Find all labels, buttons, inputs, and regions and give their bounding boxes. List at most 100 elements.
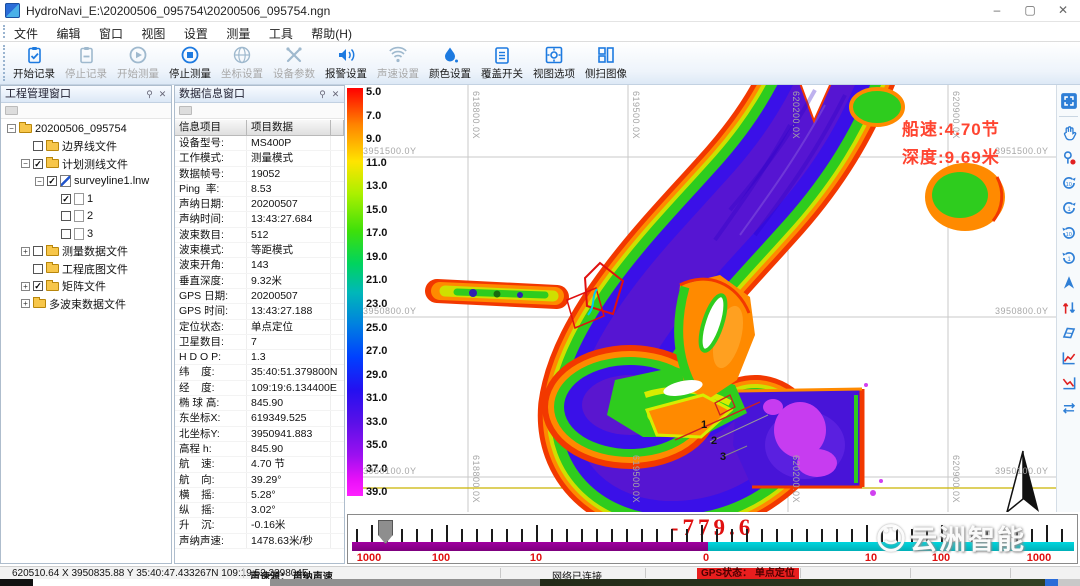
tree-checkbox[interactable]: [33, 263, 43, 274]
view-options-button[interactable]: 视图选项: [528, 45, 580, 83]
depth-scale-label: 37.0: [366, 462, 388, 475]
pan-tool[interactable]: [1060, 124, 1078, 142]
ruler-bar-positive[interactable]: [708, 542, 1074, 551]
close-button[interactable]: ✕: [1057, 3, 1069, 17]
tree-checkbox[interactable]: [61, 211, 71, 222]
stop-record-button[interactable]: 停止记录: [60, 45, 112, 83]
tree-item[interactable]: + 多波束数据文件: [1, 295, 171, 313]
tree-checkbox[interactable]: [33, 246, 43, 257]
collapse-icon[interactable]: −: [35, 176, 44, 186]
tree-checkbox[interactable]: ✓: [47, 176, 57, 187]
slider-handle[interactable]: [378, 520, 393, 544]
restore-button[interactable]: ▢: [1024, 3, 1036, 17]
profile-chart-tool[interactable]: [1060, 349, 1078, 367]
rotate-cw-1-tool[interactable]: 1: [1060, 199, 1078, 217]
depth-scale-label: 35.0: [366, 439, 388, 452]
profile-chart-alt-tool[interactable]: [1060, 374, 1078, 392]
tree-checkbox[interactable]: [33, 141, 43, 152]
info-item-value: 35:40:51.379800N: [247, 365, 337, 380]
tree-checkbox[interactable]: ✓: [33, 281, 43, 292]
tree-item[interactable]: ✓ 1: [1, 190, 171, 208]
table-row: GPS 日期: 20200507: [175, 288, 344, 305]
expand-icon[interactable]: +: [21, 299, 30, 309]
column-header-value[interactable]: 项目数据: [247, 120, 331, 136]
device-params-button[interactable]: 设备参数: [268, 45, 320, 83]
coordinate-settings-button[interactable]: 坐标设置: [216, 45, 268, 83]
menu-bar: 文件 编辑 窗口 视图 设置 测量 工具 帮助(H): [0, 22, 1080, 42]
gain-slider-panel[interactable]: -779.6 1000 100 10 0 10 100 1000: [347, 514, 1078, 564]
close-panel-icon[interactable]: ✕: [331, 89, 340, 99]
tree-item[interactable]: 边界线文件: [1, 138, 171, 156]
swath-coverage-tool[interactable]: [1060, 324, 1078, 342]
collapse-icon[interactable]: −: [7, 124, 16, 134]
depth-scale-label: 27.0: [366, 345, 388, 358]
expand-icon[interactable]: +: [21, 281, 30, 291]
ruler-tick: [626, 529, 628, 542]
tree-item[interactable]: − ✓ surveyline1.lnw: [1, 173, 171, 191]
north-pointer-tool[interactable]: [1060, 274, 1078, 292]
ruler-bar-negative[interactable]: [352, 542, 708, 551]
start-record-button[interactable]: 开始记录: [8, 45, 60, 83]
menu-help[interactable]: 帮助(H): [311, 27, 352, 41]
menu-view[interactable]: 视图: [141, 27, 166, 41]
fullscreen-tool[interactable]: [1060, 92, 1078, 110]
sound-speed-settings-button[interactable]: 声速设置: [372, 45, 424, 83]
column-header-item[interactable]: 信息项目: [175, 120, 247, 136]
rotate-cw-10-tool[interactable]: 10: [1060, 174, 1078, 192]
tree-item[interactable]: − ✓ 计划测线文件: [1, 155, 171, 173]
tree-checkbox[interactable]: [61, 228, 71, 239]
color-settings-button[interactable]: 颜色设置: [424, 45, 476, 83]
folder-tool-icon: [5, 106, 18, 115]
depth-scale-label: 33.0: [366, 415, 388, 428]
menu-settings[interactable]: 设置: [183, 27, 208, 41]
stop-measure-button[interactable]: 停止测量: [164, 45, 216, 83]
depth-color-scale: [347, 88, 363, 496]
table-row: 经 度: 109:19:6.134400E: [175, 380, 344, 397]
menu-file[interactable]: 文件: [14, 27, 39, 41]
map-view[interactable]: 5.0 7.0 9.0 11.0 13.0 15.0 17.0 19.0 21.0 23.0 25.…: [345, 85, 1056, 512]
menu-edit[interactable]: 编辑: [56, 27, 81, 41]
project-panel-title: 工程管理窗口: [5, 88, 71, 100]
info-item-label: GPS 时间:: [175, 304, 247, 319]
expand-icon[interactable]: +: [21, 246, 30, 256]
data-panel-header: 数据信息窗口 ⚲ ✕: [175, 86, 344, 103]
menu-survey[interactable]: 测量: [226, 27, 251, 41]
menu-tools[interactable]: 工具: [268, 27, 293, 41]
ruler-scale-label: 1000: [1026, 552, 1052, 564]
position-tool[interactable]: [1060, 149, 1078, 167]
info-item-label: 波束开角:: [175, 258, 247, 273]
overlay-switch-button[interactable]: 覆盖开关: [476, 45, 528, 83]
exchange-tool[interactable]: [1060, 399, 1078, 417]
tree-item[interactable]: 工程底图文件: [1, 260, 171, 278]
tree-item[interactable]: 2: [1, 208, 171, 226]
rotate-ccw-10-tool[interactable]: 10: [1060, 224, 1078, 242]
pin-icon[interactable]: ⚲: [146, 89, 153, 99]
alarm-settings-button[interactable]: 报警设置: [320, 45, 372, 83]
tree-checkbox[interactable]: ✓: [61, 193, 71, 204]
data-panel-toolstrip: [175, 103, 344, 119]
grid-y-label: 3950100.0Y: [995, 466, 1049, 476]
plan-line-label: 1: [701, 419, 708, 431]
pin-icon[interactable]: ⚲: [319, 89, 326, 99]
tree-item[interactable]: + ✓ 矩阵文件: [1, 278, 171, 296]
toolbar-button-label: 开始测量: [117, 68, 159, 80]
grid-x-label: 618800.0X: [471, 455, 481, 504]
fullscreen-icon: [1060, 93, 1077, 109]
minimize-button[interactable]: –: [993, 3, 1001, 17]
tree-item[interactable]: − 20200506_095754: [1, 120, 171, 138]
ruler-tick: [911, 529, 913, 542]
updown-swap-tool[interactable]: [1060, 299, 1078, 317]
tree-item[interactable]: 3: [1, 225, 171, 243]
start-measure-button[interactable]: 开始测量: [112, 45, 164, 83]
menu-window[interactable]: 窗口: [98, 27, 123, 41]
rotate-ccw-1-tool[interactable]: 1: [1060, 249, 1078, 267]
info-item-value: 20200507: [247, 288, 331, 304]
data-info-panel: 数据信息窗口 ⚲ ✕ 信息项目 项目数据 设备型号: MS400P 工作模式: 测量模…: [174, 85, 345, 564]
close-panel-icon[interactable]: ✕: [158, 89, 167, 99]
bathymetry-map[interactable]: [345, 85, 1056, 512]
tree-checkbox[interactable]: ✓: [33, 158, 43, 169]
tree-item[interactable]: + 测量数据文件: [1, 243, 171, 261]
sidescan-image-button[interactable]: 侧扫图像: [580, 45, 632, 83]
collapse-icon[interactable]: −: [21, 159, 30, 169]
measure-stop-icon: [181, 46, 199, 64]
